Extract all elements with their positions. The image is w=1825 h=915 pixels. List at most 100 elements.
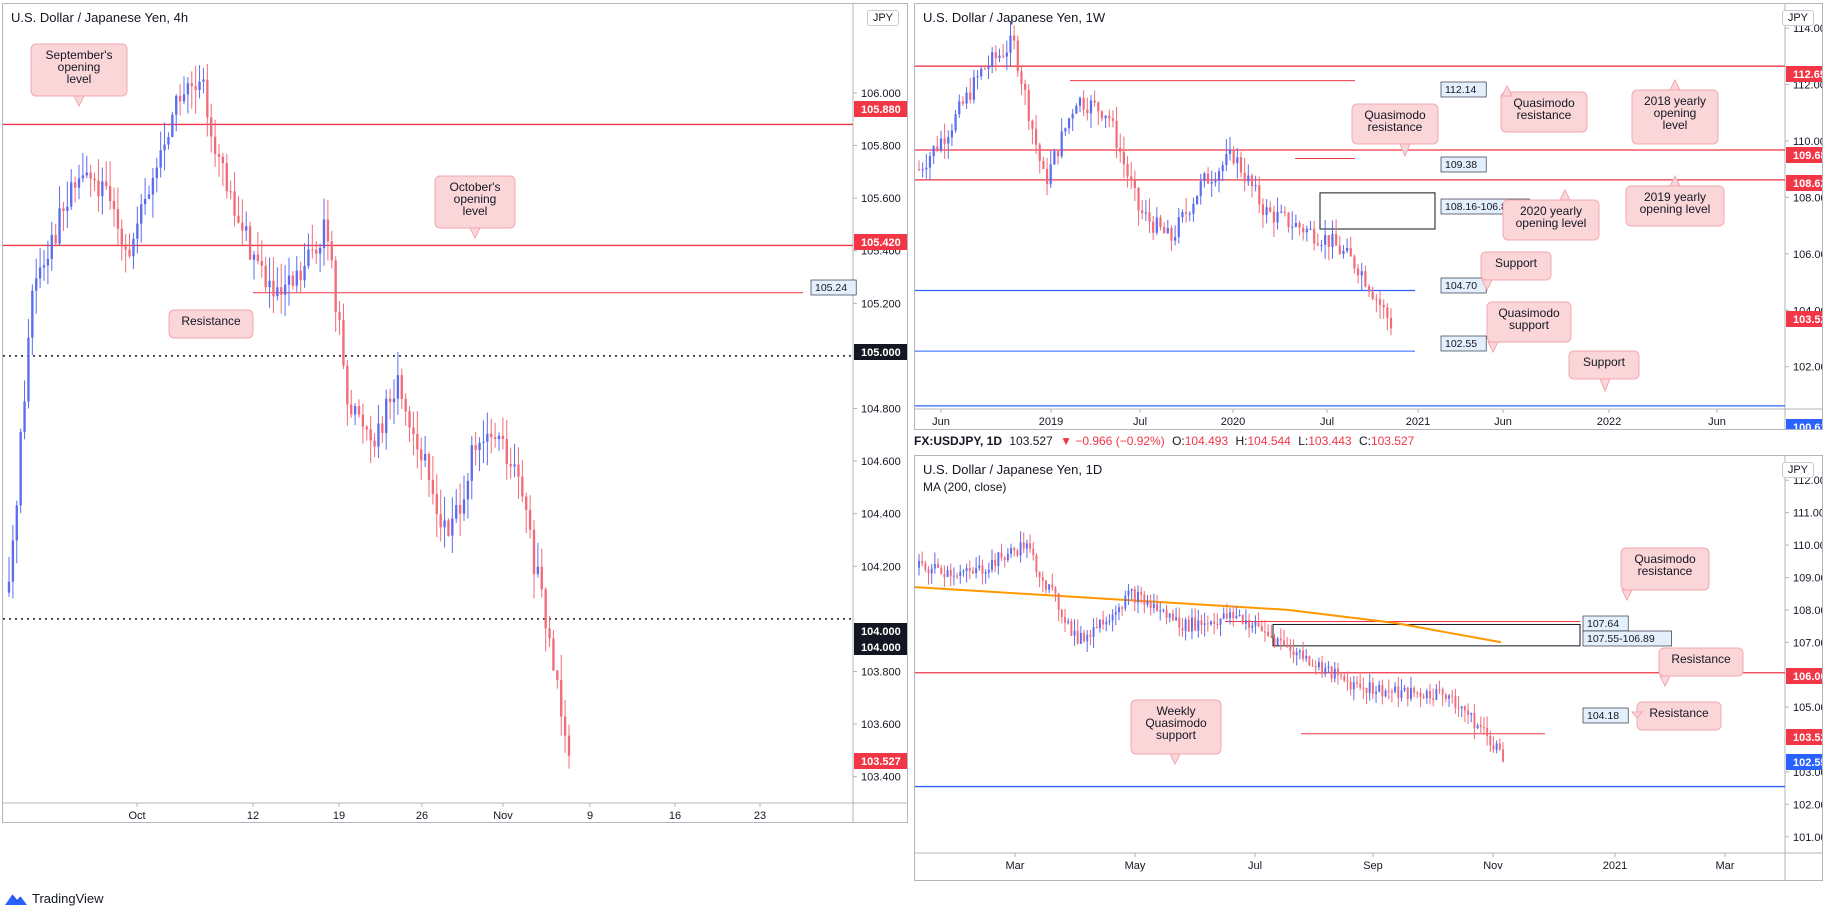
x-tick-label: 26 <box>416 810 428 822</box>
callout-pointer <box>1659 675 1671 688</box>
price-tag <box>854 101 907 117</box>
candle-body <box>93 178 96 181</box>
candle-body <box>1137 591 1139 603</box>
candle-body <box>486 433 489 442</box>
currency-badge[interactable]: JPY <box>1781 462 1814 478</box>
chart-daily-plot[interactable]: 112.000 111.000 110.000 109.000 108.000 107.0… <box>915 456 1823 881</box>
candle-body <box>213 136 217 155</box>
candle-body <box>997 552 1000 567</box>
candle-body <box>1356 268 1360 276</box>
candle-body <box>256 254 260 262</box>
candle-body <box>976 76 979 78</box>
candle-body <box>303 265 306 281</box>
chart-4h-plot[interactable]: 106.000105.800105.600105.400105.200104.8… <box>3 4 908 823</box>
candle-body <box>1042 160 1045 169</box>
candle-body <box>1400 690 1403 698</box>
x-tick-label: 2020 <box>1221 416 1245 428</box>
candle-body <box>1298 223 1301 228</box>
callout-pointer <box>1399 143 1411 158</box>
candle-body <box>517 464 520 477</box>
candle-body <box>1054 587 1057 594</box>
candle-body <box>1258 185 1261 205</box>
callout-text: resistance <box>1638 564 1693 578</box>
x-tick-label: Oct <box>128 810 145 822</box>
candle-body <box>505 438 508 465</box>
candle-body <box>334 260 337 313</box>
candle-body <box>1286 644 1289 646</box>
candle-body <box>1159 610 1162 612</box>
chart-weekly-plot[interactable]: 114.000112.000110.000108.000106.000104.0… <box>915 4 1823 430</box>
candle-body <box>404 398 407 412</box>
chart-title: U.S. Dollar / Japanese Yen, 4h <box>11 10 189 25</box>
ma-200-line <box>915 586 1502 644</box>
candle-body <box>38 267 42 279</box>
chart-pane-daily[interactable]: 112.000 111.000 110.000 109.000 108.000 107.0… <box>914 455 1823 881</box>
candle-body <box>1199 181 1202 196</box>
x-tick-label: Jul <box>1248 860 1262 872</box>
candle-body <box>1171 613 1174 621</box>
candle-body <box>1041 577 1044 581</box>
price-tag-text: 105.000 <box>861 347 901 359</box>
candle-body <box>455 505 458 519</box>
candle-body <box>1229 612 1231 619</box>
candle-body <box>984 572 987 574</box>
level-value-text: 107.64 <box>1587 618 1619 630</box>
price-tag <box>1786 311 1822 327</box>
callout-pointer <box>1481 279 1493 292</box>
candle-body <box>1386 307 1389 318</box>
candle-body <box>330 241 333 261</box>
candle-body <box>54 234 57 244</box>
ma-indicator-label[interactable]: MA (200, close) <box>923 480 1007 494</box>
candle-body <box>1003 557 1006 560</box>
candle-body <box>1238 615 1241 617</box>
candle-body <box>1192 203 1195 214</box>
candle-body <box>81 175 85 179</box>
candle-body <box>1071 113 1074 119</box>
callout-box <box>1620 547 1710 591</box>
candle-body <box>1144 212 1147 214</box>
candle-body <box>1327 666 1330 668</box>
candle-body <box>155 167 158 178</box>
callout-text: level <box>1663 118 1688 132</box>
candle-body <box>182 94 186 102</box>
candle-body <box>280 287 283 295</box>
candle-body <box>1502 749 1504 762</box>
currency-badge[interactable]: JPY <box>866 10 899 26</box>
candle-body <box>1309 228 1312 230</box>
candle-body <box>978 565 981 569</box>
candle-body <box>1364 271 1367 287</box>
candle-body <box>474 445 477 451</box>
callout-text: Weekly <box>1156 704 1195 718</box>
candle-body <box>1127 590 1130 596</box>
callout-text: resistance <box>1368 120 1423 134</box>
chart-pane-weekly[interactable]: 114.000112.000110.000108.000106.000104.0… <box>914 3 1823 430</box>
tradingview-brand[interactable]: TradingView <box>4 890 104 910</box>
candle-body <box>1105 621 1108 625</box>
candle-body <box>353 406 357 415</box>
candle-body <box>544 589 547 629</box>
chart-pane-4h[interactable]: 106.000 105.800 105.600 105.400 105.200 104.8… <box>2 3 908 823</box>
candle-body <box>1276 212 1279 223</box>
candle-body <box>299 270 302 281</box>
candle-body <box>338 312 341 321</box>
candle-body <box>400 375 403 399</box>
candle-body <box>1463 706 1466 711</box>
candle-body <box>245 226 248 231</box>
candle-body <box>1261 204 1265 215</box>
price-tag <box>854 344 907 360</box>
candle-body <box>991 560 993 570</box>
candle-body <box>940 567 943 575</box>
currency-badge[interactable]: JPY <box>1781 10 1814 26</box>
candle-body <box>1133 589 1136 603</box>
callout-text: level <box>67 72 92 86</box>
candle-body <box>921 169 924 171</box>
candle-body <box>521 476 524 497</box>
x-tick-label: 2019 <box>1039 416 1063 428</box>
candle-body <box>918 560 920 568</box>
candle-body <box>1467 710 1470 715</box>
candle-body <box>108 186 112 202</box>
candle-body <box>462 499 466 514</box>
candle-body <box>1083 632 1085 642</box>
candle-body <box>1086 109 1089 114</box>
candle-body <box>283 284 287 295</box>
